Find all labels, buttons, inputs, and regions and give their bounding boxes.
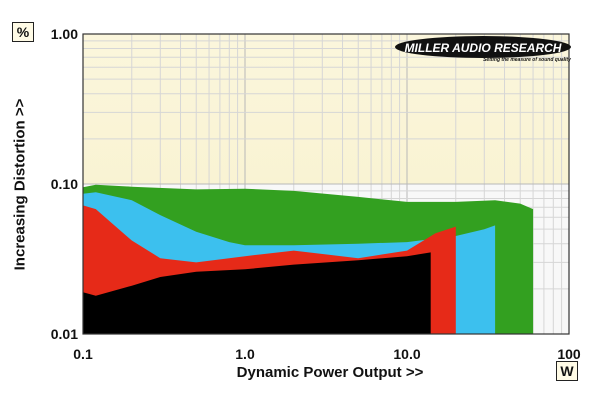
y-tick-label: 0.01 <box>51 326 78 342</box>
y-tick-label: 1.00 <box>51 26 78 42</box>
x-tick-labels: 0.1 1.0 10.0 100 <box>73 346 581 362</box>
series-areas <box>83 184 534 334</box>
series-area-3 <box>83 252 431 334</box>
logo-brand: MILLER AUDIO RESEARCH <box>405 41 562 55</box>
x-unit-label: W <box>556 361 578 381</box>
logo: MILLER AUDIO RESEARCH Setting the measur… <box>395 36 571 63</box>
plot-background-upper <box>83 34 569 184</box>
y-tick-labels: 0.01 0.10 1.00 <box>51 26 78 342</box>
y-tick-label: 0.10 <box>51 176 78 192</box>
y-axis-label: Increasing Distortion >> <box>11 98 29 271</box>
x-tick-label: 100 <box>557 346 581 362</box>
logo-tagline: Setting the measure of sound quality <box>483 57 571 63</box>
x-tick-label: 10.0 <box>393 346 420 362</box>
plot-frame <box>82 33 570 335</box>
y-unit-label: % <box>12 22 34 42</box>
x-tick-label: 1.0 <box>235 346 255 362</box>
x-axis-label: Dynamic Power Output >> <box>236 364 424 381</box>
x-tick-label: 0.1 <box>73 346 93 362</box>
